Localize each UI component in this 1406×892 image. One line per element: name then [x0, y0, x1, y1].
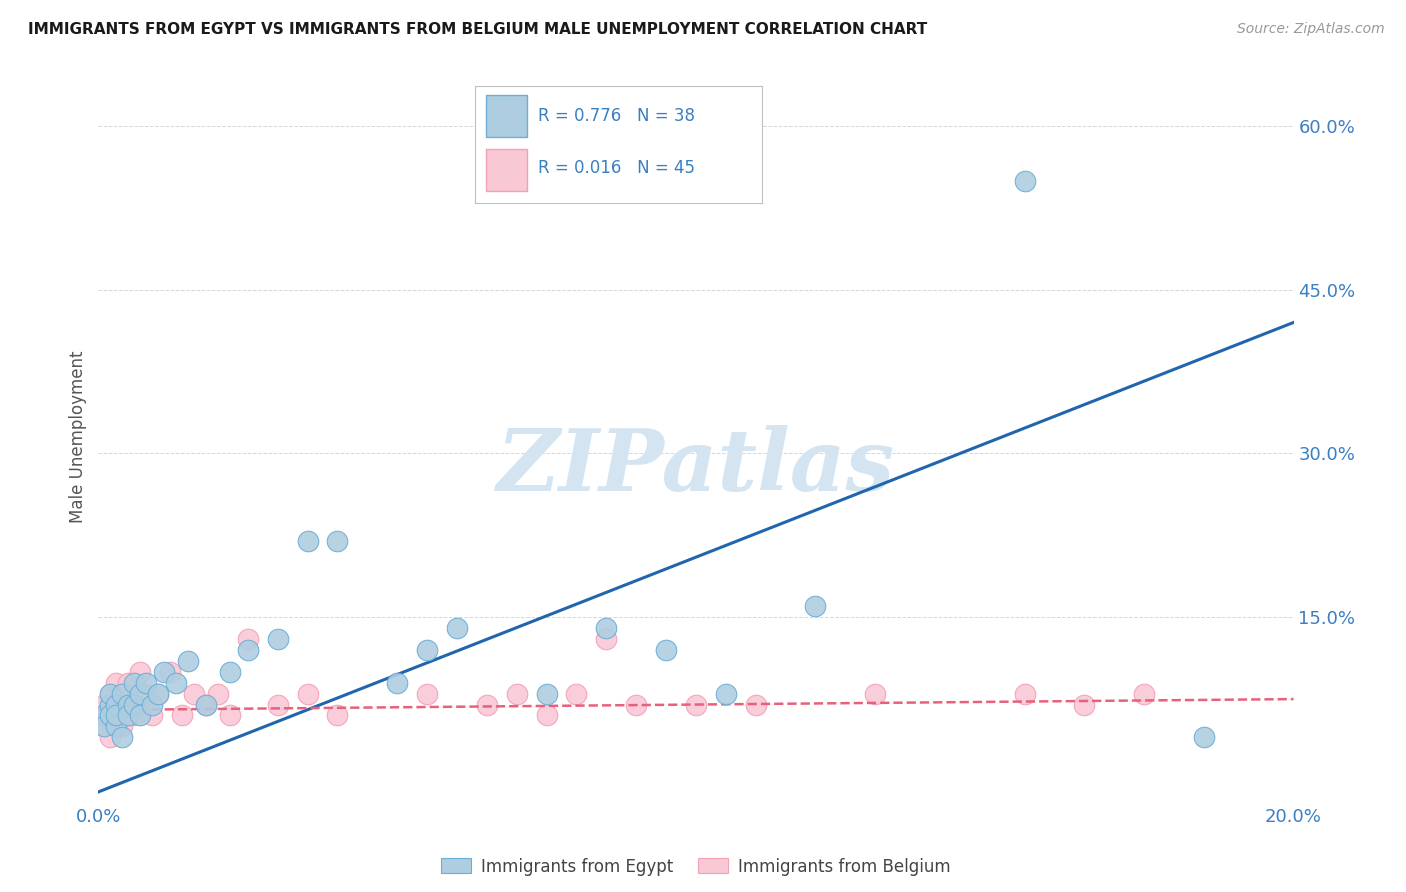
Point	[93, 719, 115, 733]
Point	[117, 698, 139, 712]
Point	[236, 643, 259, 657]
Point	[100, 731, 122, 745]
Point	[177, 654, 200, 668]
Point	[105, 708, 128, 723]
Point	[416, 687, 439, 701]
Point	[183, 687, 205, 701]
Point	[207, 687, 229, 701]
Text: ZIPatlas: ZIPatlas	[496, 425, 896, 508]
Point	[117, 675, 139, 690]
Point	[1014, 173, 1036, 187]
Point	[148, 687, 170, 701]
Point	[105, 708, 128, 723]
Point	[565, 687, 588, 701]
Point	[135, 687, 157, 701]
Point	[117, 708, 139, 723]
Point	[267, 632, 290, 646]
Point	[1014, 687, 1036, 701]
Point	[685, 698, 707, 712]
Point	[124, 675, 146, 690]
Point	[117, 698, 139, 712]
Point	[141, 708, 163, 723]
Legend: Immigrants from Egypt, Immigrants from Belgium: Immigrants from Egypt, Immigrants from B…	[434, 851, 957, 882]
Point	[1133, 687, 1156, 701]
Point	[105, 698, 128, 712]
Point	[536, 708, 558, 723]
Point	[105, 675, 128, 690]
Point	[100, 687, 122, 701]
Point	[195, 698, 218, 712]
Point	[745, 698, 768, 712]
Point	[124, 708, 146, 723]
Point	[267, 698, 290, 712]
Point	[506, 687, 529, 701]
Point	[714, 687, 737, 701]
Point	[153, 665, 176, 679]
Point	[100, 698, 122, 712]
Point	[141, 698, 163, 712]
Text: IMMIGRANTS FROM EGYPT VS IMMIGRANTS FROM BELGIUM MALE UNEMPLOYMENT CORRELATION C: IMMIGRANTS FROM EGYPT VS IMMIGRANTS FROM…	[28, 22, 928, 37]
Point	[219, 665, 242, 679]
Point	[100, 698, 122, 712]
Point	[105, 719, 128, 733]
Point	[1073, 698, 1095, 712]
Point	[129, 708, 152, 723]
Point	[595, 621, 617, 635]
Point	[475, 698, 498, 712]
Point	[93, 708, 115, 723]
Point	[326, 708, 349, 723]
Point	[655, 643, 678, 657]
Point	[124, 698, 146, 712]
Point	[865, 687, 887, 701]
Point	[326, 533, 349, 548]
Point	[93, 708, 115, 723]
Point	[416, 643, 439, 657]
Point	[159, 665, 181, 679]
Point	[172, 708, 194, 723]
Point	[100, 708, 122, 723]
Point	[148, 687, 170, 701]
Point	[297, 687, 319, 701]
Point	[536, 687, 558, 701]
Point	[626, 698, 648, 712]
Point	[124, 687, 146, 701]
Point	[236, 632, 259, 646]
Point	[1192, 731, 1215, 745]
Point	[129, 687, 152, 701]
Point	[804, 599, 827, 614]
Point	[135, 675, 157, 690]
Point	[105, 719, 128, 733]
Point	[446, 621, 468, 635]
Point	[111, 687, 134, 701]
Point	[195, 698, 218, 712]
Point	[93, 719, 115, 733]
Point	[385, 675, 409, 690]
Point	[219, 708, 242, 723]
Point	[93, 698, 115, 712]
Point	[111, 698, 134, 712]
Point	[117, 708, 139, 723]
Point	[165, 675, 187, 690]
Point	[111, 719, 134, 733]
Y-axis label: Male Unemployment: Male Unemployment	[69, 351, 87, 524]
Point	[129, 665, 152, 679]
Text: Source: ZipAtlas.com: Source: ZipAtlas.com	[1237, 22, 1385, 37]
Point	[111, 731, 134, 745]
Point	[100, 708, 122, 723]
Point	[111, 687, 134, 701]
Point	[297, 533, 319, 548]
Point	[100, 687, 122, 701]
Point	[595, 632, 617, 646]
